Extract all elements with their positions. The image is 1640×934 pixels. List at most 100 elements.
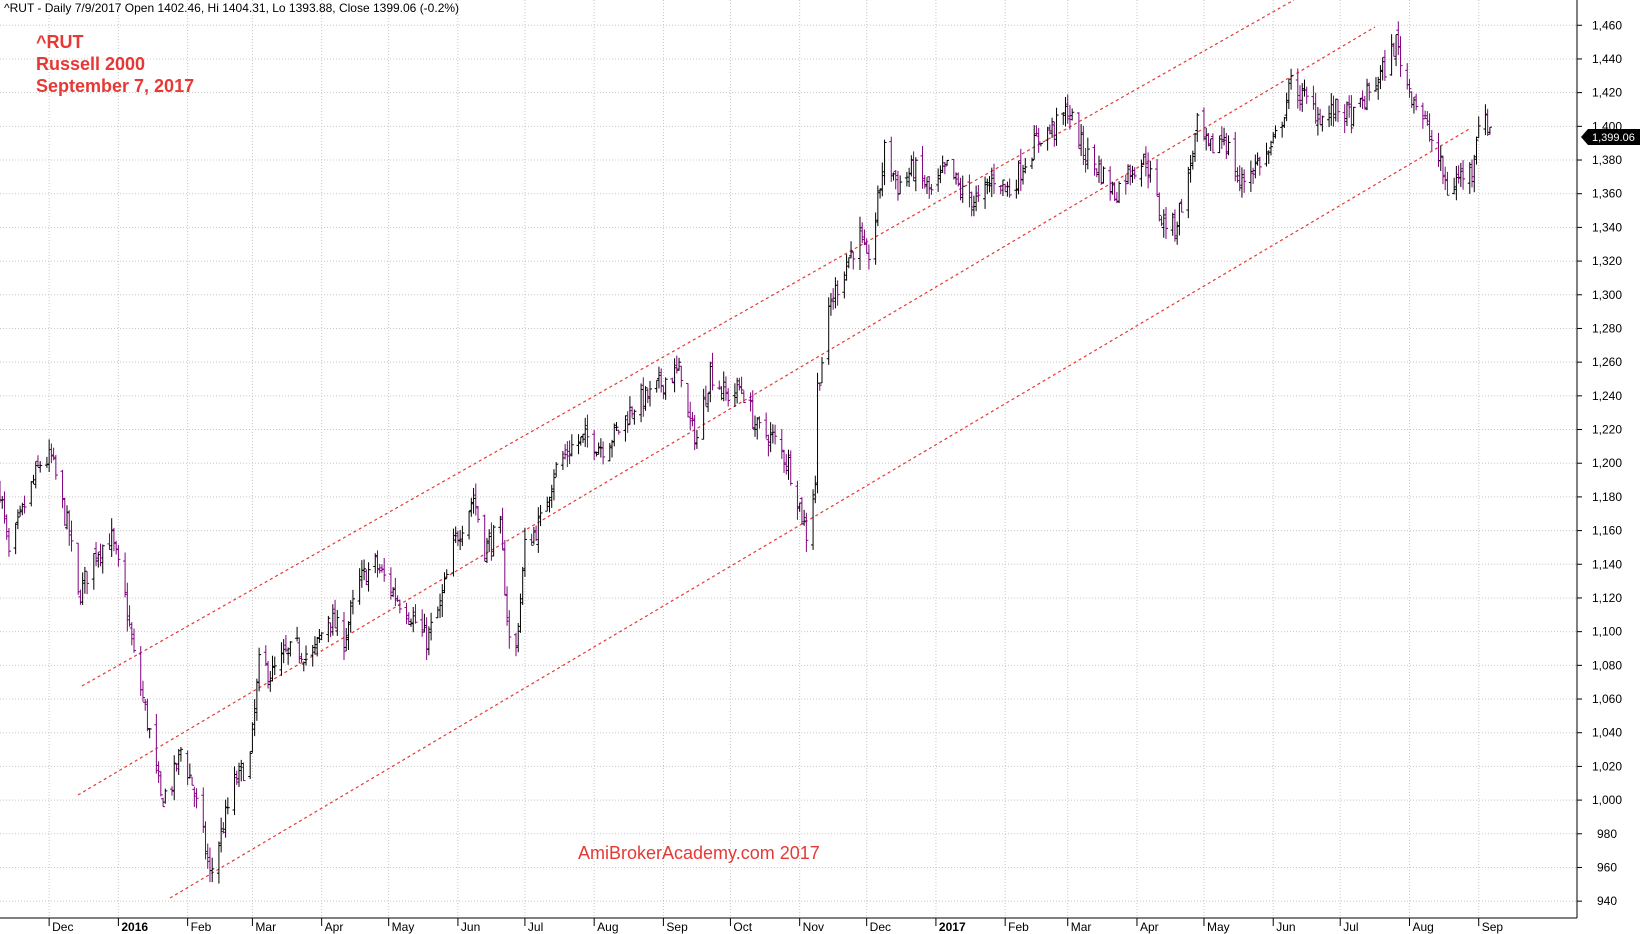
price-bar (694, 430, 699, 449)
price-bar (804, 512, 809, 552)
price-bar (1146, 152, 1151, 189)
price-bar (1251, 167, 1256, 185)
price-bar (270, 655, 275, 682)
price-bar (1420, 102, 1425, 129)
price-bar (942, 162, 947, 175)
x-tick-label: Mar (1071, 920, 1092, 934)
price-bar (907, 167, 912, 188)
price-bar (1248, 160, 1253, 192)
price-bar (752, 415, 757, 437)
price-bar (878, 188, 883, 199)
y-tick-label: 1,220 (1592, 423, 1622, 437)
price-bar (1485, 108, 1490, 136)
price-bar (1349, 95, 1354, 134)
y-tick-label: 1,060 (1592, 692, 1622, 706)
price-bar (469, 497, 474, 517)
price-bar (842, 271, 847, 299)
price-bar (1085, 137, 1090, 170)
price-bar (891, 172, 896, 181)
price-bar (1483, 104, 1488, 136)
price-bar (513, 632, 518, 657)
price-bar (610, 439, 615, 458)
price-bar (357, 568, 362, 605)
price-bar (1157, 192, 1162, 222)
price-bar (326, 615, 331, 643)
price-bar (802, 509, 807, 526)
x-tick-label: Jun (461, 920, 480, 934)
price-bar (1242, 169, 1247, 193)
price-bar (60, 469, 65, 509)
price-bar (194, 788, 199, 809)
price-bar (281, 639, 286, 664)
price-bar (422, 613, 427, 633)
price-bar (922, 174, 927, 189)
price-bar (476, 505, 481, 523)
price-bar (1391, 42, 1396, 57)
price-bar (420, 609, 425, 637)
price-bar (1454, 165, 1459, 201)
price-bar (38, 461, 43, 473)
price-bar (616, 429, 621, 435)
price-bar (350, 589, 355, 615)
price-bar (607, 442, 612, 462)
price-bar (406, 612, 411, 626)
price-bar (1320, 115, 1325, 132)
price-bar (53, 454, 58, 480)
price-bar (873, 212, 878, 265)
price-bar (960, 175, 965, 203)
price-bar (62, 497, 67, 526)
price-bar (1237, 165, 1242, 192)
price-bar (598, 438, 603, 458)
price-bar (1304, 86, 1309, 104)
price-bar (346, 621, 351, 650)
price-bar (1155, 159, 1160, 197)
price-bar (831, 288, 836, 310)
price-bar (1445, 171, 1450, 196)
price-bar (473, 483, 478, 516)
price-bar (1003, 184, 1008, 192)
price-bar (782, 449, 787, 473)
price-bar (268, 670, 273, 692)
price-bar (1079, 123, 1084, 157)
y-tick-label: 940 (1597, 894, 1617, 908)
price-bar (234, 770, 239, 785)
price-bar (67, 510, 72, 546)
price-bar (708, 361, 713, 403)
price-bar (1382, 50, 1387, 81)
price-bar (335, 610, 340, 636)
price-bar (768, 422, 773, 453)
price-bar (1128, 164, 1133, 186)
price-bar (592, 429, 597, 461)
price-bar (301, 661, 306, 672)
price-bar (502, 540, 507, 596)
price-bar (1034, 125, 1039, 137)
price-bar (1188, 154, 1193, 183)
price-bar (1362, 95, 1367, 110)
price-bar (96, 552, 101, 568)
price-bar (221, 822, 226, 834)
y-tick-label: 1,080 (1592, 658, 1622, 672)
price-bar (13, 522, 18, 555)
price-bar (239, 759, 244, 782)
price-bar (1411, 97, 1416, 114)
price-bar (641, 377, 646, 417)
price-bar (201, 787, 206, 833)
price-bar (1179, 198, 1184, 213)
price-bar (1210, 133, 1215, 154)
price-bar (1186, 166, 1191, 219)
price-bar (348, 600, 353, 633)
price-bar (458, 529, 463, 551)
price-bar (460, 525, 465, 547)
price-bar (1065, 94, 1070, 124)
price-bar (1429, 129, 1434, 152)
x-tick-label: Apr (325, 920, 344, 934)
price-bar (248, 751, 253, 780)
y-tick-label: 980 (1597, 827, 1617, 841)
price-bar (94, 542, 99, 567)
price-bar (1233, 131, 1238, 182)
price-bar (1016, 160, 1021, 195)
price-bar (1398, 36, 1403, 77)
price-bar (442, 572, 447, 594)
last-price-badge: 1,399.06 (1581, 129, 1640, 145)
price-bar (1351, 106, 1356, 127)
